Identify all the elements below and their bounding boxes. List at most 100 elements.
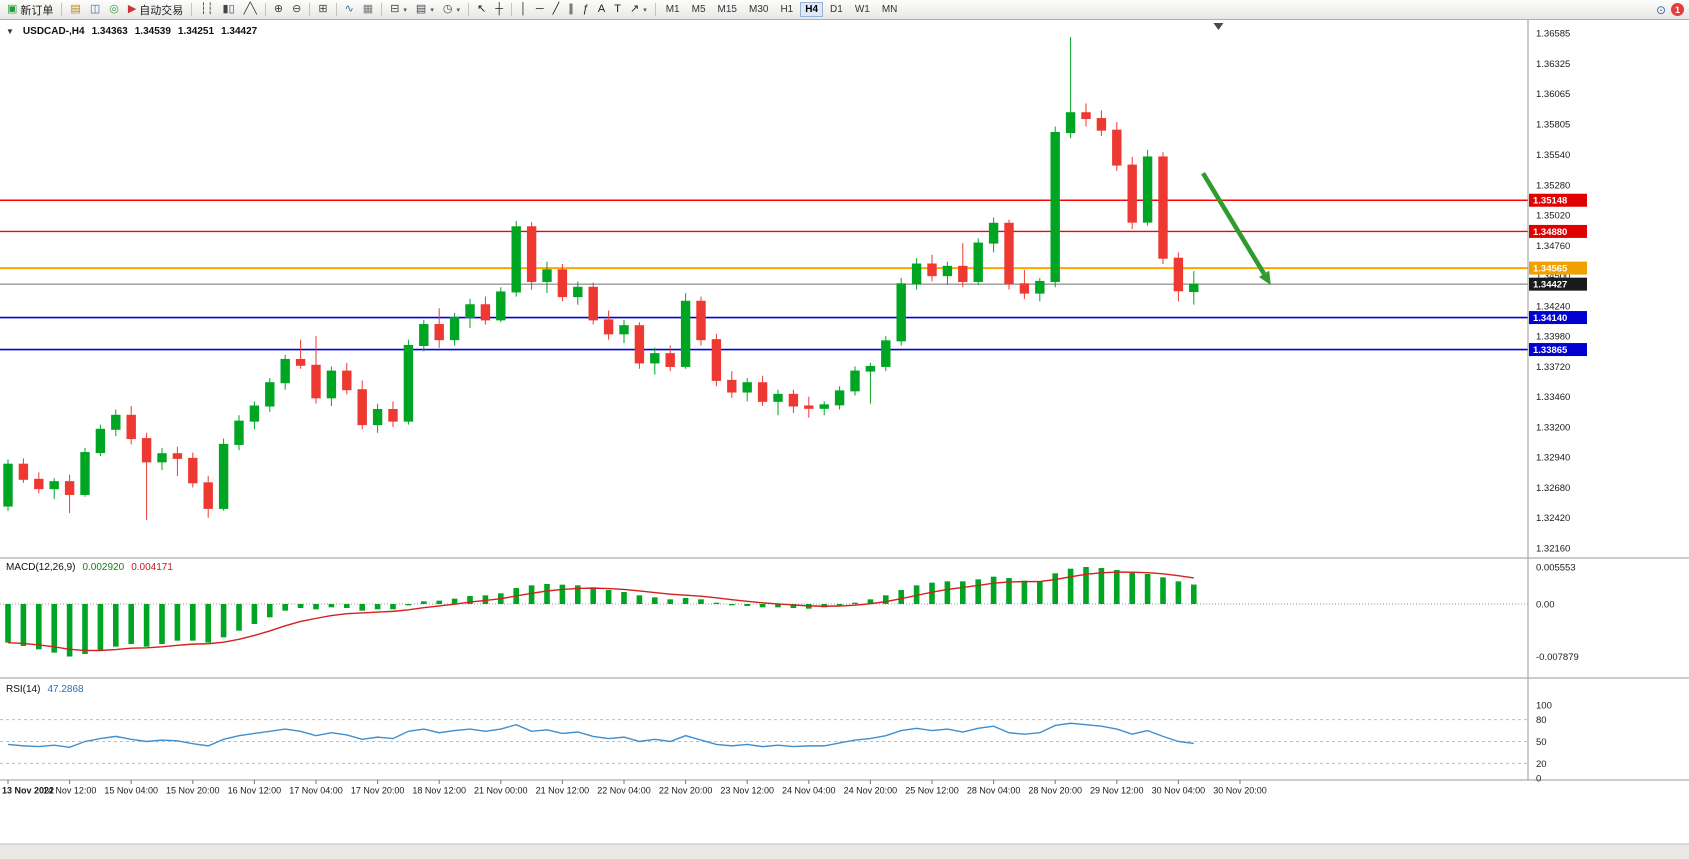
- autotrading-label: 自动交易: [139, 4, 184, 17]
- price-axis: 1.36585 1.36325 1.36065 1.35805 1.35540 1.352…: [1536, 29, 1570, 555]
- timeframe-d1-button[interactable]: D1: [825, 2, 848, 17]
- time-axis-label: 24 Nov 04:00: [782, 786, 836, 796]
- price-axis-label: 1.35805: [1536, 119, 1570, 130]
- time-axis-label: 14 Nov 12:00: [43, 786, 97, 796]
- data-window-button[interactable]: ◫: [86, 1, 104, 18]
- text-label-button[interactable]: T: [610, 1, 625, 18]
- profiles-dropdown-arrow[interactable]: ▾: [430, 6, 434, 14]
- market-watch-icon: ▤: [70, 3, 81, 15]
- navigator-button[interactable]: ◎: [105, 1, 123, 18]
- periods-icon: ◷: [442, 3, 453, 15]
- price-axis-label: 1.34760: [1536, 241, 1570, 252]
- timeframe-group: M1 M5 M15 M30 H1 H4 D1 W1 MN: [660, 2, 904, 17]
- crosshair-button[interactable]: ┼: [491, 1, 507, 18]
- timeframe-h1-button[interactable]: H1: [775, 2, 798, 17]
- candle-body: [1158, 156, 1168, 259]
- candle-body: [773, 393, 783, 402]
- zoom-in-icon: ⊕: [273, 3, 284, 15]
- tile-windows-button[interactable]: ⊞: [314, 1, 331, 18]
- price-axis-label: 1.34500: [1536, 271, 1570, 282]
- candle-body: [804, 405, 814, 409]
- equidistant-channel-button[interactable]: ∥: [564, 1, 578, 18]
- macd-histogram-bar: [1083, 567, 1089, 604]
- time-axis-label: 15 Nov 20:00: [166, 786, 220, 796]
- candle-body: [757, 382, 768, 402]
- objects-list-icon: ▦: [362, 3, 374, 15]
- candle-body: [865, 365, 876, 372]
- macd-histogram-bar: [559, 584, 566, 604]
- horizontal-line-button[interactable]: ─: [532, 1, 548, 18]
- cursor-button[interactable]: ↖: [473, 1, 490, 18]
- trendline-button[interactable]: ╱: [549, 1, 564, 18]
- zoom-out-button[interactable]: ⊖: [288, 1, 305, 18]
- timeframe-m5-button[interactable]: M5: [687, 2, 711, 17]
- periods-button[interactable]: ◷ ▾: [439, 1, 464, 18]
- support-line-1-tag-label: 1.34140: [1533, 313, 1567, 324]
- candle-body: [280, 358, 290, 384]
- time-axis-label: 23 Nov 12:00: [720, 786, 774, 796]
- timeframe-m1-button[interactable]: M1: [661, 2, 685, 17]
- zoom-out-icon: ⊖: [292, 3, 302, 15]
- timeframe-mn-button[interactable]: MN: [877, 2, 903, 17]
- chart-window[interactable]: 1.36585 1.36325 1.36065 1.35805 1.35540 1.352…: [0, 20, 1689, 859]
- rsi-panel: 100 80 50 20 0: [0, 701, 1552, 785]
- arrows-tool-button[interactable]: ↗ ▾: [626, 1, 651, 18]
- new-order-button[interactable]: ▣ 新订单: [3, 1, 57, 18]
- time-axis-label: 18 Nov 12:00: [412, 786, 466, 796]
- macd-histogram-bar: [282, 604, 288, 611]
- chart-canvas[interactable]: 1.36585 1.36325 1.36065 1.35805 1.35540 1.352…: [0, 20, 1689, 859]
- arrows-tool-dropdown-arrow[interactable]: ▾: [643, 6, 647, 14]
- time-axis-label: 22 Nov 04:00: [597, 786, 651, 796]
- rsi-axis-label: 80: [1536, 715, 1547, 726]
- macd-histogram-bar: [682, 598, 689, 604]
- macd-histogram-bar: [159, 604, 165, 644]
- candle-body: [1173, 257, 1184, 292]
- profiles-icon: ▤: [415, 3, 427, 15]
- candle-body: [203, 482, 213, 509]
- autotrading-button[interactable]: ▶ 自动交易: [124, 1, 187, 18]
- candle-body: [881, 340, 891, 367]
- candle-body: [18, 463, 29, 480]
- macd-histogram-bar: [374, 604, 381, 610]
- chart-background: [0, 20, 1689, 859]
- line-chart-button[interactable]: ╱╲: [240, 1, 261, 18]
- price-axis-label: 1.36585: [1536, 29, 1570, 40]
- trend-arrow-head[interactable]: [1258, 270, 1271, 285]
- candlestick-chart-button[interactable]: ▮▯: [219, 1, 239, 18]
- notifications-badge[interactable]: 1: [1671, 3, 1684, 16]
- new-chart-dropdown-arrow[interactable]: ▾: [403, 6, 407, 14]
- fibonacci-button[interactable]: ƒ: [579, 1, 593, 18]
- new-chart-icon: ⊟: [390, 3, 400, 15]
- price-axis-label: 1.35540: [1536, 150, 1570, 161]
- text-button[interactable]: A: [594, 1, 609, 18]
- timeframe-h4-button[interactable]: H4: [800, 2, 824, 17]
- candle-body: [696, 300, 706, 341]
- market-watch-button[interactable]: ▤: [66, 1, 84, 18]
- trend-arrow-shaft[interactable]: [1201, 172, 1267, 276]
- objects-list-button[interactable]: ▦: [359, 1, 377, 18]
- indicators-button[interactable]: ∿: [341, 1, 358, 18]
- candle-body: [634, 325, 645, 364]
- bar-chart-button[interactable]: ┆┆: [196, 1, 217, 18]
- macd-histogram-bar: [960, 581, 966, 604]
- search-icon[interactable]: ⊙: [1655, 2, 1666, 17]
- timeframe-m30-button[interactable]: M30: [744, 2, 773, 17]
- pivot-line-orange-tag: [1529, 261, 1587, 275]
- time-axis-label: 29 Nov 12:00: [1090, 786, 1144, 796]
- profiles-button[interactable]: ▤ ▾: [412, 1, 438, 18]
- zoom-in-button[interactable]: ⊕: [270, 1, 287, 18]
- new-chart-button[interactable]: ⊟ ▾: [386, 1, 411, 18]
- vertical-line-button[interactable]: │: [516, 1, 531, 18]
- candle-body: [218, 443, 229, 509]
- macd-histogram-bar: [590, 587, 596, 604]
- candle-body: [1004, 222, 1014, 285]
- candle-body: [64, 481, 75, 495]
- resistance-line-2-tag: [1529, 224, 1587, 238]
- price-axis-label: 1.32420: [1536, 513, 1570, 524]
- candle-body: [588, 286, 598, 321]
- candle-body: [727, 379, 737, 393]
- periods-dropdown-arrow[interactable]: ▾: [456, 6, 460, 14]
- timeframe-w1-button[interactable]: W1: [850, 2, 875, 17]
- chart-shift-marker[interactable]: [1213, 23, 1224, 30]
- timeframe-m15-button[interactable]: M15: [713, 2, 742, 17]
